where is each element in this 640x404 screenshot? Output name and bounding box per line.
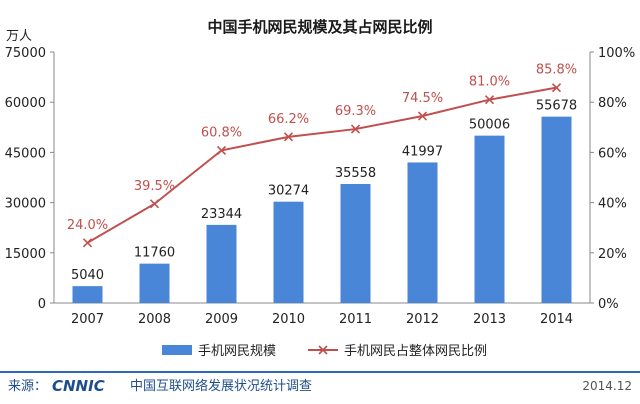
bar-value-label: 41997 (402, 144, 443, 159)
percent-marker (417, 111, 428, 121)
y-tick-left-label: 60000 (5, 96, 46, 111)
bar-value-label: 11760 (134, 246, 175, 261)
percent-marker (484, 95, 495, 105)
y-tick-right-label: 80% (598, 96, 627, 111)
percent-marker (350, 124, 361, 134)
x-tick-label: 2010 (272, 312, 305, 327)
bar (407, 162, 438, 303)
percent-value-label: 74.5% (402, 91, 443, 106)
percent-value-label: 85.8% (536, 63, 577, 78)
x-tick-label: 2008 (138, 312, 171, 327)
footer-source-label: 来源： (8, 379, 47, 394)
bar-value-label: 50006 (469, 118, 510, 133)
percent-value-label: 24.0% (67, 218, 108, 233)
legend-bar-swatch (162, 345, 192, 355)
percent-value-label: 60.8% (201, 125, 242, 140)
percent-marker (551, 83, 562, 93)
bar-value-label: 30274 (268, 184, 309, 199)
percent-marker (149, 199, 160, 209)
y-tick-right-label: 20% (598, 247, 627, 262)
y-tick-left-label: 75000 (5, 46, 46, 61)
x-tick-label: 2013 (473, 312, 506, 327)
percent-value-label: 69.3% (335, 104, 376, 119)
x-tick-label: 2014 (540, 312, 573, 327)
legend-line-label: 手机网民占整体网民比例 (344, 344, 487, 359)
bar (474, 135, 505, 303)
y-axis-unit-label: 万人 (6, 29, 32, 44)
legend: 手机网民规模 手机网民占整体网民比例 (162, 344, 487, 359)
legend-line-marker (318, 345, 328, 355)
footer-org-name: 中国互联网络发展状况统计调查 (130, 378, 312, 394)
y-tick-left-label: 45000 (5, 146, 46, 161)
bar (541, 116, 572, 303)
plot-area: 0 15000 30000 45000 60000 75000 0% 20% 40% 60% 80%… (5, 46, 636, 327)
bar (340, 183, 371, 303)
percent-value-label: 39.5% (134, 179, 175, 194)
y-tick-left-label: 0 (38, 297, 46, 312)
percent-value-label: 66.2% (268, 112, 309, 127)
chart-title: 中国手机网民规模及其占网民比例 (207, 18, 432, 36)
x-tick-label: 2012 (406, 312, 439, 327)
bar-value-label: 55678 (536, 99, 577, 114)
x-tick-label: 2007 (71, 312, 104, 327)
percent-value-label: 81.0% (469, 75, 510, 90)
bar (273, 201, 304, 303)
bar (139, 263, 170, 303)
bar (206, 224, 237, 303)
y-tick-right-label: 100% (598, 46, 635, 61)
footer-date: 2014.12 (582, 379, 632, 393)
y-tick-left-label: 30000 (5, 197, 46, 212)
y-tick-right-label: 40% (598, 197, 627, 212)
cnnic-logo: CNNIC (52, 377, 105, 395)
percent-marker (283, 132, 294, 142)
x-tick-label: 2011 (339, 312, 372, 327)
bar (72, 286, 103, 303)
legend-bar-label: 手机网民规模 (198, 344, 276, 359)
y-tick-left-label: 15000 (5, 247, 46, 262)
x-tick-label: 2009 (205, 312, 238, 327)
percent-line (86, 86, 557, 244)
footer: 来源： CNNIC 中国互联网络发展状况统计调查 2014.12 (0, 371, 640, 395)
percent-marker (82, 238, 93, 248)
bar-value-label: 5040 (71, 268, 104, 283)
y-tick-right-label: 60% (598, 146, 627, 161)
bar-value-label: 23344 (201, 207, 242, 222)
bar-value-label: 35558 (335, 166, 376, 181)
percent-marker (216, 145, 227, 155)
y-tick-right-label: 0% (598, 297, 619, 312)
